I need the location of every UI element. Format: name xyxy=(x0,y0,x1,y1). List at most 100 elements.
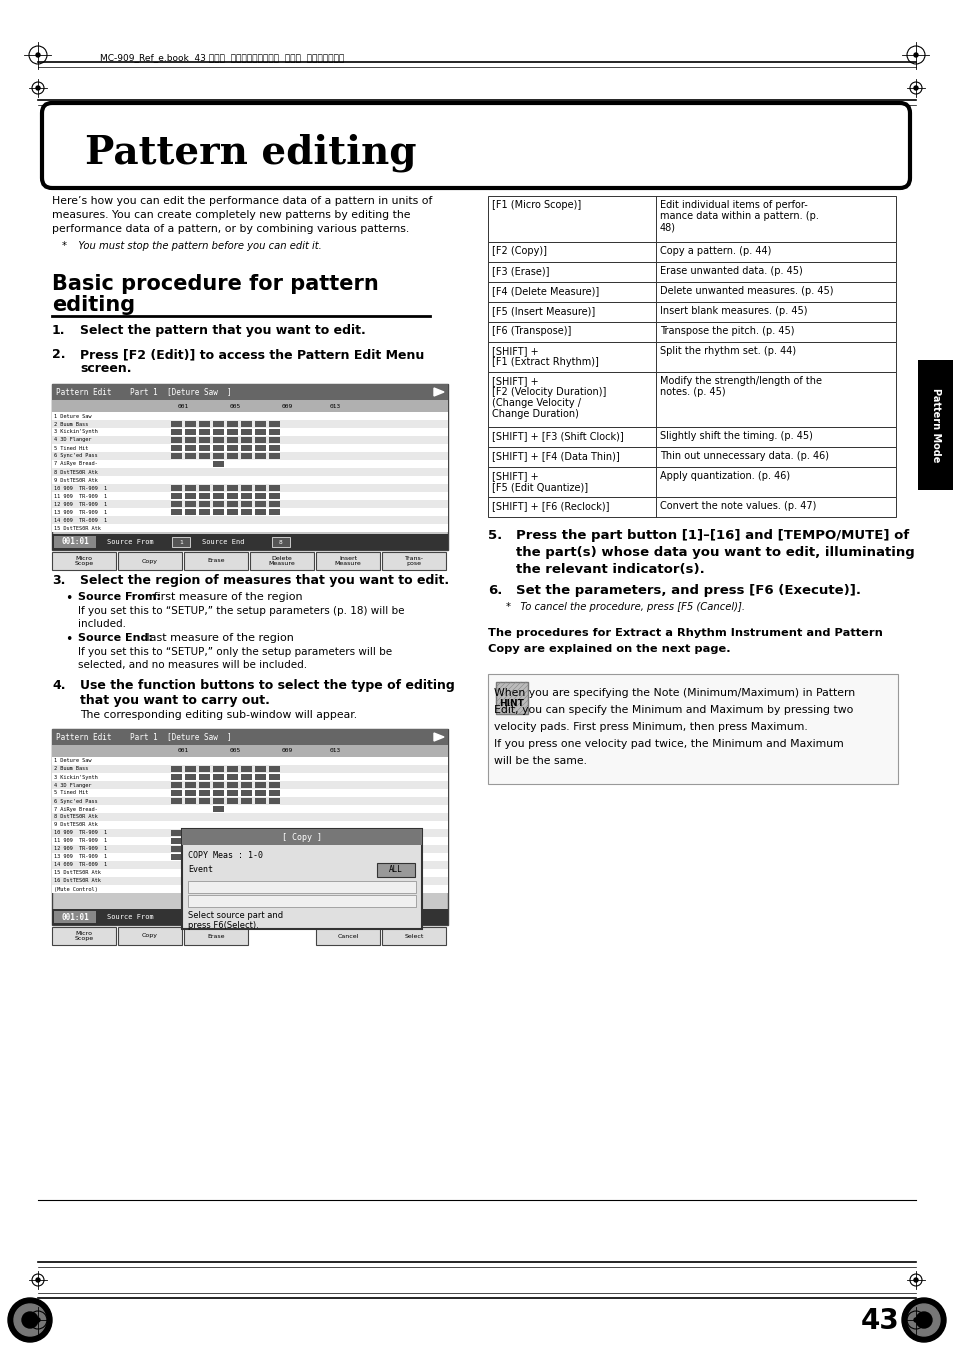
Text: the part(s) whose data you want to edit, illuminating: the part(s) whose data you want to edit,… xyxy=(516,546,914,559)
Bar xyxy=(213,790,224,796)
Circle shape xyxy=(907,1304,939,1336)
Text: Copy are explained on the next page.: Copy are explained on the next page. xyxy=(488,644,730,654)
Text: [F3 (Erase)]: [F3 (Erase)] xyxy=(492,266,549,276)
Text: velocity pads. First press Minimum, then press Maximum.: velocity pads. First press Minimum, then… xyxy=(494,721,807,732)
Bar xyxy=(254,782,266,788)
Bar xyxy=(269,422,280,427)
Text: 3 Kickin'Synth: 3 Kickin'Synth xyxy=(54,430,97,435)
Text: press F6(Select).: press F6(Select). xyxy=(188,921,258,929)
Bar xyxy=(199,493,210,499)
Circle shape xyxy=(901,1298,945,1342)
Text: included.: included. xyxy=(78,619,126,630)
Text: 16 DstTES0R Atk: 16 DstTES0R Atk xyxy=(54,878,101,884)
Text: Split the rhythm set. (p. 44): Split the rhythm set. (p. 44) xyxy=(659,346,796,357)
Text: Insert
Measure: Insert Measure xyxy=(335,555,361,566)
Bar xyxy=(54,536,96,549)
Bar xyxy=(227,422,237,427)
Bar xyxy=(213,501,224,507)
Bar xyxy=(171,774,182,780)
Bar xyxy=(185,782,195,788)
Bar xyxy=(171,830,182,836)
Bar xyxy=(52,838,448,844)
Text: 12 909  TR-909  1: 12 909 TR-909 1 xyxy=(54,501,107,507)
Text: 14 009  TR-009  1: 14 009 TR-009 1 xyxy=(54,517,107,523)
Bar xyxy=(227,838,237,844)
Bar xyxy=(52,885,448,893)
Bar xyxy=(52,852,448,861)
Text: 9 DstTES0R Atk: 9 DstTES0R Atk xyxy=(54,823,97,828)
Text: last measure of the region: last measure of the region xyxy=(143,634,294,643)
Text: 11 909  TR-909  1: 11 909 TR-909 1 xyxy=(54,493,107,499)
Text: 009: 009 xyxy=(282,404,293,408)
Bar xyxy=(185,766,195,771)
Bar xyxy=(213,838,224,844)
Text: 001:01: 001:01 xyxy=(61,538,89,547)
Text: screen.: screen. xyxy=(80,362,132,376)
Bar xyxy=(185,798,195,804)
Text: notes. (p. 45): notes. (p. 45) xyxy=(659,386,725,397)
Bar xyxy=(171,453,182,459)
Text: Pattern editing: Pattern editing xyxy=(85,134,416,172)
Bar xyxy=(227,830,237,836)
Text: [SHIFT] + [F4 (Data Thin)]: [SHIFT] + [F4 (Data Thin)] xyxy=(492,451,619,461)
Text: MC-909_Ref_e.book  43 ページ  ２００５年３月１日  火曜日  午後３時２９分: MC-909_Ref_e.book 43 ページ ２００５年３月１日 火曜日 午… xyxy=(100,54,344,62)
Bar xyxy=(188,894,416,907)
Bar xyxy=(213,444,224,451)
Bar xyxy=(52,797,448,805)
Circle shape xyxy=(36,1278,40,1282)
Text: 013: 013 xyxy=(330,404,341,408)
Bar xyxy=(52,830,448,838)
Bar xyxy=(241,854,252,861)
Text: 7 AiRye Bread-: 7 AiRye Bread- xyxy=(54,462,97,466)
Text: the relevant indicator(s).: the relevant indicator(s). xyxy=(516,563,704,576)
Text: If you set this to “SETUP,” the setup parameters (p. 18) will be: If you set this to “SETUP,” the setup pa… xyxy=(78,607,404,616)
Bar xyxy=(182,830,421,844)
Text: will be the same.: will be the same. xyxy=(494,757,586,766)
Bar xyxy=(118,553,182,570)
Bar xyxy=(254,436,266,443)
Text: Erase: Erase xyxy=(207,934,225,939)
Bar xyxy=(269,774,280,780)
Text: Copy: Copy xyxy=(142,934,158,939)
Bar xyxy=(185,430,195,435)
Circle shape xyxy=(36,53,40,57)
Text: 1 Deture Saw: 1 Deture Saw xyxy=(54,758,91,763)
Bar xyxy=(241,453,252,459)
Text: Source From: Source From xyxy=(107,539,153,544)
Bar xyxy=(254,453,266,459)
Text: 2.: 2. xyxy=(52,349,66,361)
Text: [SHIFT] + [F3 (Shift Clock)]: [SHIFT] + [F3 (Shift Clock)] xyxy=(492,431,623,440)
Bar xyxy=(52,516,448,524)
Text: Use the function buttons to select the type of editing: Use the function buttons to select the t… xyxy=(80,680,455,692)
Circle shape xyxy=(22,1312,38,1328)
Bar xyxy=(213,422,224,427)
Bar xyxy=(199,774,210,780)
Bar xyxy=(488,196,895,242)
Bar xyxy=(315,553,379,570)
Bar xyxy=(185,501,195,507)
Bar xyxy=(52,781,448,789)
Text: 001:01: 001:01 xyxy=(61,912,89,921)
Text: The corresponding editing sub-window will appear.: The corresponding editing sub-window wil… xyxy=(80,711,356,720)
Text: 013: 013 xyxy=(330,748,341,754)
Bar xyxy=(227,501,237,507)
Text: Insert blank measures. (p. 45): Insert blank measures. (p. 45) xyxy=(659,305,806,316)
Bar xyxy=(52,773,448,781)
Bar xyxy=(269,444,280,451)
Bar xyxy=(227,453,237,459)
Bar xyxy=(254,798,266,804)
Bar xyxy=(213,509,224,515)
Text: 7 AiRye Bread-: 7 AiRye Bread- xyxy=(54,807,97,812)
Bar xyxy=(52,805,448,813)
Text: Thin out unnecessary data. (p. 46): Thin out unnecessary data. (p. 46) xyxy=(659,451,828,461)
Bar xyxy=(213,461,224,467)
Circle shape xyxy=(36,1319,40,1323)
Text: Edit, you can specify the Minimum and Maximum by pressing two: Edit, you can specify the Minimum and Ma… xyxy=(494,705,853,715)
Text: Set the parameters, and press [F6 (Execute)].: Set the parameters, and press [F6 (Execu… xyxy=(516,584,861,597)
Bar xyxy=(241,838,252,844)
Circle shape xyxy=(8,1298,52,1342)
Bar xyxy=(52,400,448,412)
Bar xyxy=(269,838,280,844)
Circle shape xyxy=(913,86,917,91)
Bar xyxy=(52,428,448,436)
